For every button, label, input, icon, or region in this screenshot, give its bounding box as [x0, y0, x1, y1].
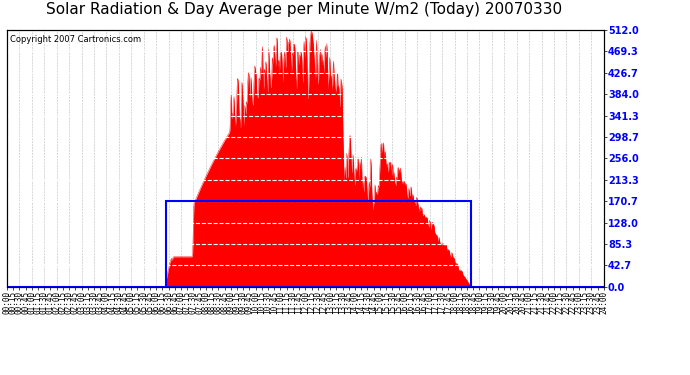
Text: Solar Radiation & Day Average per Minute W/m2 (Today) 20070330: Solar Radiation & Day Average per Minute…	[46, 2, 562, 17]
Text: Copyright 2007 Cartronics.com: Copyright 2007 Cartronics.com	[10, 35, 141, 44]
Bar	[166, 201, 471, 287]
